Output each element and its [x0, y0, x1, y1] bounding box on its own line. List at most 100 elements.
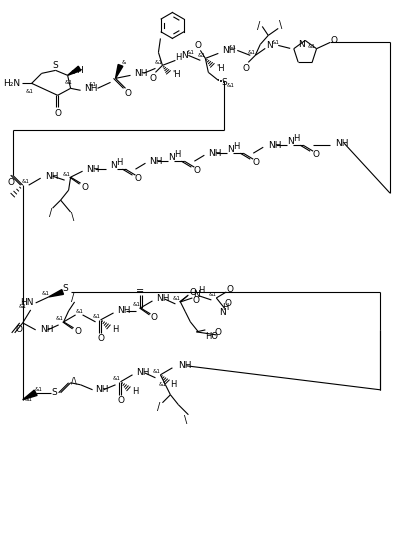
- Text: H₂N: H₂N: [4, 79, 21, 88]
- Text: NH: NH: [208, 149, 222, 158]
- Text: NH: NH: [149, 157, 163, 166]
- Text: HO: HO: [205, 333, 218, 341]
- Text: NH: NH: [268, 141, 282, 150]
- Text: NH: NH: [118, 306, 131, 316]
- Text: S: S: [222, 78, 227, 87]
- Text: 'H: 'H: [216, 64, 225, 73]
- Text: 'H: 'H: [172, 70, 181, 79]
- Text: O: O: [313, 150, 320, 159]
- Text: /: /: [71, 293, 74, 303]
- Text: H: H: [175, 53, 181, 62]
- Text: &1: &1: [26, 89, 34, 94]
- Text: O: O: [190, 288, 197, 297]
- Text: H: H: [133, 387, 139, 396]
- Text: O: O: [253, 158, 260, 167]
- Text: O: O: [117, 396, 124, 405]
- Text: /: /: [256, 21, 260, 31]
- Text: O: O: [7, 177, 14, 187]
- Text: H: H: [198, 286, 204, 295]
- Text: S: S: [53, 61, 58, 70]
- Text: \: \: [184, 415, 187, 425]
- Text: &1: &1: [93, 314, 100, 319]
- Text: NH: NH: [178, 361, 192, 370]
- Text: H: H: [233, 142, 239, 151]
- Text: &1: &1: [25, 397, 33, 402]
- Text: &1: &1: [42, 292, 50, 296]
- Text: &1: &1: [133, 302, 141, 308]
- Text: NH: NH: [87, 165, 100, 174]
- Text: &1: &1: [187, 50, 194, 55]
- Text: &1: &1: [208, 293, 216, 297]
- Text: O: O: [193, 296, 200, 305]
- Text: &1: &1: [158, 382, 166, 387]
- Text: H: H: [116, 158, 123, 167]
- Text: N: N: [193, 290, 200, 300]
- Text: NH: NH: [222, 46, 236, 55]
- Text: O: O: [227, 286, 234, 294]
- Text: NH: NH: [85, 84, 98, 93]
- Text: O: O: [74, 327, 81, 336]
- Text: O: O: [54, 109, 61, 118]
- Text: NH: NH: [135, 69, 148, 78]
- Text: O: O: [81, 183, 88, 192]
- Text: O: O: [125, 89, 132, 98]
- Text: &1: &1: [19, 304, 27, 310]
- Text: =: =: [137, 286, 145, 296]
- Text: /: /: [49, 208, 52, 218]
- Text: O: O: [215, 328, 222, 337]
- Text: N: N: [266, 41, 273, 50]
- Text: \: \: [279, 20, 282, 30]
- Polygon shape: [23, 390, 37, 400]
- Text: &1: &1: [113, 376, 120, 381]
- Text: O: O: [243, 64, 250, 73]
- Text: H: H: [222, 303, 229, 312]
- Text: O: O: [151, 313, 158, 322]
- Text: &1: &1: [22, 179, 30, 184]
- Text: &1: &1: [35, 387, 42, 392]
- Text: O: O: [194, 166, 201, 175]
- Text: &1: &1: [197, 53, 205, 58]
- Polygon shape: [49, 289, 64, 297]
- Polygon shape: [116, 64, 123, 78]
- Text: &1: &1: [152, 369, 160, 374]
- Text: /\: /\: [71, 376, 77, 385]
- Text: &1: &1: [228, 45, 236, 50]
- Text: H: H: [170, 380, 177, 389]
- Polygon shape: [67, 66, 81, 75]
- Text: N: N: [181, 51, 188, 60]
- Text: \: \: [71, 212, 74, 222]
- Text: O: O: [135, 174, 142, 183]
- Text: O: O: [150, 74, 157, 83]
- Text: O: O: [331, 36, 337, 45]
- Text: NH: NH: [137, 368, 150, 377]
- Text: &1: &1: [247, 50, 255, 55]
- Text: H: H: [112, 325, 119, 334]
- Text: S: S: [63, 285, 69, 294]
- Text: &1: &1: [154, 60, 162, 65]
- Text: N: N: [219, 309, 226, 318]
- Text: N: N: [110, 160, 117, 169]
- Text: N: N: [287, 137, 293, 146]
- Text: &1: &1: [63, 172, 71, 176]
- Text: NH: NH: [96, 385, 109, 394]
- Text: H: H: [174, 150, 181, 159]
- Text: O: O: [15, 325, 22, 334]
- Text: N: N: [298, 40, 304, 49]
- Text: HN: HN: [20, 298, 34, 308]
- Text: &1: &1: [76, 310, 83, 314]
- Text: &1: &1: [65, 80, 73, 85]
- Text: &1: &1: [89, 82, 96, 87]
- Text: N: N: [168, 152, 175, 161]
- Text: /: /: [157, 402, 160, 411]
- Text: O: O: [225, 300, 232, 309]
- Text: &1: &1: [172, 296, 180, 302]
- Text: &1: &1: [271, 40, 279, 45]
- Text: &1: &1: [307, 44, 315, 49]
- Text: &: &: [70, 70, 75, 75]
- Text: N: N: [227, 145, 234, 154]
- Text: S: S: [52, 388, 58, 397]
- Text: NH: NH: [44, 172, 58, 181]
- Text: H: H: [293, 134, 299, 143]
- Text: O: O: [195, 41, 202, 50]
- Text: NH: NH: [335, 139, 349, 148]
